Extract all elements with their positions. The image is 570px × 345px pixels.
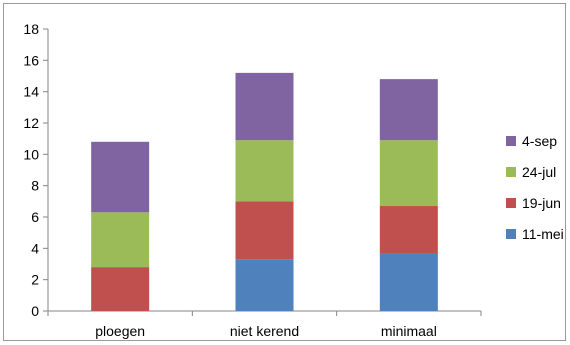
bar-segment-niet-kerend-11-mei [235, 259, 294, 311]
bar-segment-niet-kerend-19-jun [235, 201, 294, 260]
chart-frame: 0 2 4 6 8 10 12 14 16 18 ploegen niet kerend minima… [3, 3, 566, 341]
legend-label-24-jul: 24-jul [522, 164, 556, 180]
y-tick-label: 2 [31, 272, 39, 288]
bar-segment-ploegen-19-jun [91, 267, 150, 311]
y-tick-label: 8 [31, 178, 39, 194]
legend-label-11-mei: 11-mei [522, 226, 564, 242]
bar-segment-minimaal-4-sep [379, 79, 438, 141]
x-axis-labels: ploegen niet kerend minimaal [95, 323, 437, 339]
y-tick-label: 4 [31, 240, 39, 256]
y-tick-label: 14 [23, 84, 39, 100]
legend-label-4-sep: 4-sep [522, 133, 557, 149]
chart-legend: 4-sep 24-jul 19-jun 11-mei [506, 133, 564, 242]
bar-segment-niet-kerend-24-jul [235, 140, 294, 202]
x-category-label-niet-kerend: niet kerend [230, 323, 299, 339]
y-tick-label: 16 [23, 52, 39, 68]
bar-segment-ploegen-4-sep [91, 141, 150, 213]
y-tick-label: 18 [23, 21, 39, 37]
y-tick-label: 10 [23, 146, 39, 162]
bar-segment-minimaal-19-jun [379, 206, 438, 254]
legend-swatch-24-jul [506, 167, 516, 177]
bar-segment-minimaal-11-mei [379, 253, 438, 311]
legend-swatch-11-mei [506, 229, 516, 239]
legend-swatch-4-sep [506, 136, 516, 146]
y-tick-label: 6 [31, 209, 39, 225]
bar-segment-minimaal-24-jul [379, 140, 438, 207]
y-tick-label: 0 [31, 303, 39, 319]
bar-segment-ploegen-24-jul [91, 212, 150, 268]
legend-swatch-19-jun [506, 198, 516, 208]
x-category-label-minimaal: minimaal [381, 323, 437, 339]
stacked-bar-chart: 0 2 4 6 8 10 12 14 16 18 ploegen niet kerend minima… [23, 21, 564, 339]
bar-segment-niet-kerend-4-sep [235, 72, 294, 141]
y-axis-ticks: 0 2 4 6 8 10 12 14 16 18 [23, 21, 48, 319]
y-tick-label: 12 [23, 115, 39, 131]
legend-label-19-jun: 19-jun [522, 195, 561, 211]
chart-bars [91, 72, 438, 311]
x-category-label-ploegen: ploegen [95, 323, 145, 339]
